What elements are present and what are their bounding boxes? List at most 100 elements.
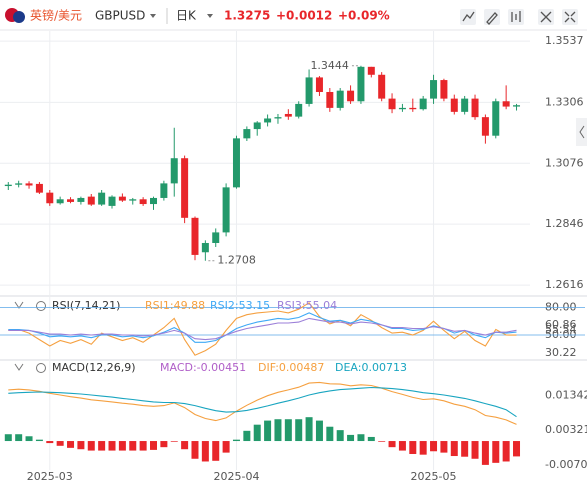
- x-tick-label: 2025-04: [213, 470, 259, 483]
- macd-bar: [67, 441, 75, 448]
- pair-name[interactable]: 英镑/美元: [30, 8, 82, 23]
- x-tick-label: 2025-05: [411, 470, 457, 483]
- macd-bar: [336, 430, 344, 442]
- flag-icon: [13, 11, 25, 23]
- candle-body: [305, 77, 313, 104]
- indicator-icon[interactable]: [462, 11, 475, 22]
- dropdown-icon[interactable]: [150, 14, 156, 18]
- candle-body: [201, 242, 209, 253]
- tool-button[interactable]: [562, 9, 578, 25]
- candle-body: [388, 98, 396, 110]
- macd-bar: [243, 430, 251, 442]
- candle-body: [67, 199, 75, 202]
- macd-bar: [305, 417, 313, 442]
- macd-bar: [170, 441, 178, 442]
- candle-body: [450, 98, 458, 112]
- change: +0.0012: [276, 9, 332, 23]
- candle-body: [25, 183, 33, 186]
- candle-body: [129, 199, 137, 201]
- fullscreen-icon[interactable]: [540, 11, 552, 23]
- side-tab[interactable]: [576, 118, 587, 146]
- collapse-icon[interactable]: [14, 301, 24, 309]
- y-tick-label: 1.3076: [545, 156, 584, 169]
- macd-bar: [56, 441, 64, 446]
- legend-entry: RSI2:53.15: [210, 299, 270, 312]
- y-tick-label: 55.54: [545, 323, 577, 336]
- macd-bar: [398, 441, 406, 451]
- macd-bar: [160, 441, 168, 448]
- candle-body: [4, 184, 12, 187]
- candle-body: [419, 98, 427, 110]
- macd-bar: [388, 441, 396, 448]
- candle-body: [264, 118, 272, 123]
- macd-bar: [450, 441, 458, 457]
- y-tick-label: 1.3306: [545, 95, 584, 108]
- candle-icon[interactable]: [511, 11, 521, 22]
- series-line: [8, 312, 517, 343]
- candle-body: [98, 192, 106, 205]
- candle-body: [108, 196, 116, 206]
- candle-body: [367, 66, 375, 75]
- candle-body: [212, 232, 220, 243]
- legend-entry: RSI3:55.04: [277, 299, 337, 312]
- macd-bar: [471, 441, 479, 459]
- macd-bar: [481, 441, 489, 465]
- side-tab-icon[interactable]: [579, 125, 585, 139]
- candle-body: [357, 66, 365, 102]
- dropdown-icon[interactable]: [207, 14, 213, 18]
- draw-icon[interactable]: [486, 12, 498, 25]
- macd-bar: [357, 434, 365, 442]
- macd-bar: [150, 441, 158, 450]
- symbol[interactable]: GBPUSD: [95, 9, 145, 23]
- candle-body: [492, 101, 500, 136]
- macd-bar: [35, 439, 43, 442]
- candle-body: [46, 192, 54, 204]
- macd-bar: [201, 441, 209, 462]
- series-line: [8, 381, 517, 425]
- collapse-icon[interactable]: [14, 363, 24, 371]
- candle-body: [139, 199, 147, 205]
- macd-bar: [430, 441, 438, 452]
- settings-icon[interactable]: [36, 363, 46, 373]
- y-tick-label: 1.2616: [545, 278, 584, 291]
- candle-body: [502, 101, 510, 107]
- macd-bar: [347, 434, 355, 442]
- candle-body: [326, 91, 334, 108]
- candle-body: [181, 158, 189, 218]
- rsi-title: RSI(7,14,21): [52, 299, 120, 312]
- macd-bar: [129, 441, 137, 451]
- tool-button[interactable]: [460, 9, 476, 25]
- collapse-icon[interactable]: [564, 11, 576, 23]
- candle-body: [481, 117, 489, 136]
- macd-bar: [326, 426, 334, 442]
- macd-bar: [284, 419, 292, 442]
- candle-body: [232, 138, 240, 188]
- macd-bar: [181, 441, 189, 450]
- x-tick-label: 2025-03: [27, 470, 73, 483]
- macd-bar: [440, 441, 448, 453]
- period[interactable]: 日K: [176, 9, 197, 23]
- candle-body: [56, 199, 64, 204]
- candle-body: [315, 77, 323, 92]
- candle-body: [347, 90, 355, 102]
- y-tick-label: 50.00: [545, 328, 577, 341]
- macd-bar: [502, 441, 510, 462]
- series-line: [8, 386, 517, 418]
- candle-body: [336, 90, 344, 108]
- candle-body: [222, 187, 230, 233]
- legend-entry: MACD:-0.00451: [160, 361, 246, 374]
- candle-body: [471, 98, 479, 118]
- settings-icon[interactable]: [36, 301, 46, 311]
- candle-body: [170, 158, 178, 184]
- macd-bar: [15, 434, 23, 442]
- macd-bar: [46, 441, 54, 444]
- annotation: 1.3444: [310, 59, 349, 72]
- macd-bar: [191, 441, 199, 459]
- legend-entry: DEA:0.00713: [335, 361, 407, 374]
- candle-body: [295, 103, 303, 117]
- candle-body: [87, 196, 95, 205]
- candle-body: [284, 113, 292, 117]
- macd-bar: [222, 441, 230, 453]
- macd-bar: [419, 441, 427, 455]
